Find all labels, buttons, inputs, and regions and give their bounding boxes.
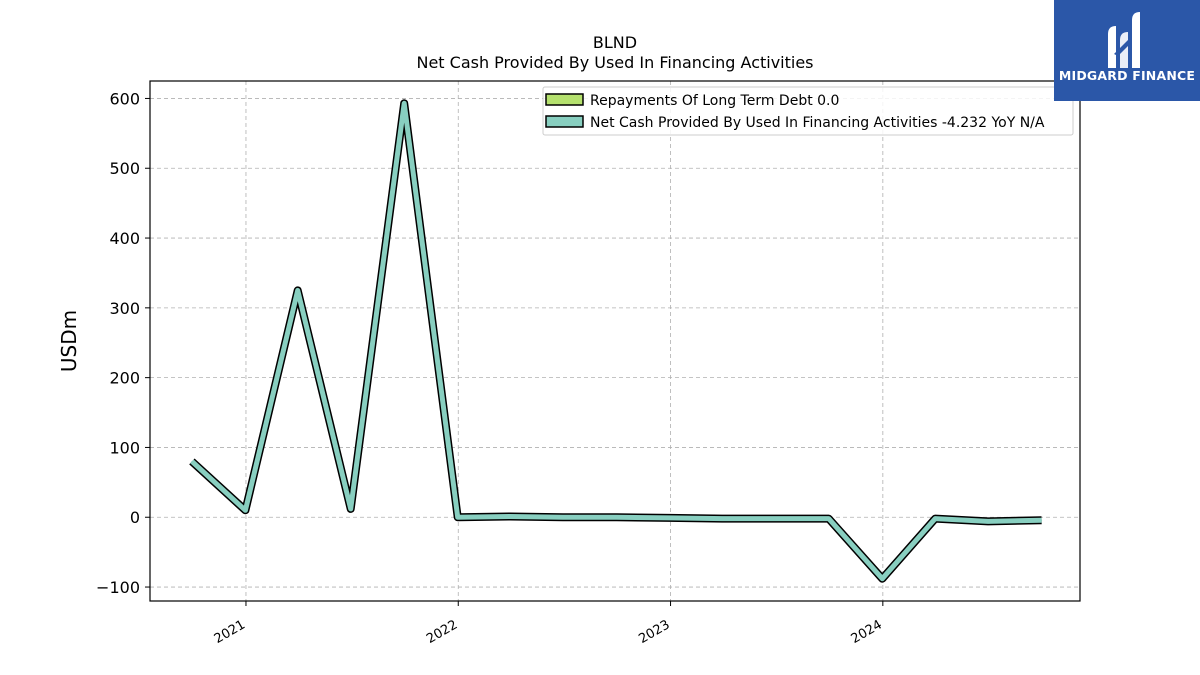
data-point [509,516,511,518]
legend-swatch-net-cash [545,115,584,128]
data-point [191,460,193,462]
data-point [403,102,405,104]
data-point [987,520,989,522]
plot-frame [149,80,1081,602]
legend-label-net-cash: Net Cash Provided By Used In Financing A… [590,115,1045,131]
y-tick-label: 300 [109,299,140,318]
y-axis-ticks: −100 0 100 200 300 400 500 600 [96,89,150,597]
data-point [244,509,246,511]
midgard-logo-icon [1108,12,1140,68]
x-tick-label: 2022 [424,617,460,647]
series-line-net-cash [190,100,1042,582]
legend-box [542,86,1074,136]
chart-subtitle: Net Cash Provided By Used In Financing A… [416,53,813,72]
brand-name: MIDGARD FINANCE [1058,68,1196,83]
data-point [881,578,883,580]
y-tick-label: 500 [109,159,140,178]
brand-logo: MIDGARD FINANCE [1054,0,1200,101]
data-point [721,518,723,520]
y-tick-label: 100 [109,438,140,457]
legend-label-repayments: Repayments Of Long Term Debt 0.0 [590,93,839,109]
x-axis-ticks: 2021 2022 2023 2024 [212,601,885,647]
y-tick-label: 0 [130,508,140,527]
y-tick-label: 600 [109,89,140,108]
chart-title: BLND [593,33,637,52]
series-line-outline [189,99,1042,583]
data-point [774,518,776,520]
x-tick-label: 2024 [849,617,885,647]
data-point [297,289,299,291]
data-point [350,508,352,510]
y-tick-label: −100 [96,578,140,597]
data-point [615,516,617,518]
legend-swatch-repayments [545,93,584,106]
data-point [1041,519,1043,521]
y-tick-label: 200 [109,369,140,388]
data-point [669,517,671,519]
data-point [934,518,936,520]
data-point [457,516,459,518]
y-axis-label: USDm [57,310,81,372]
legend: Repayments Of Long Term Debt 0.0 Net Cas… [542,86,1074,136]
x-tick-label: 2023 [636,617,672,647]
data-point [562,516,564,518]
x-tick-label: 2021 [212,617,248,647]
data-point [828,518,830,520]
y-tick-label: 400 [109,229,140,248]
series-layer [189,99,1043,583]
